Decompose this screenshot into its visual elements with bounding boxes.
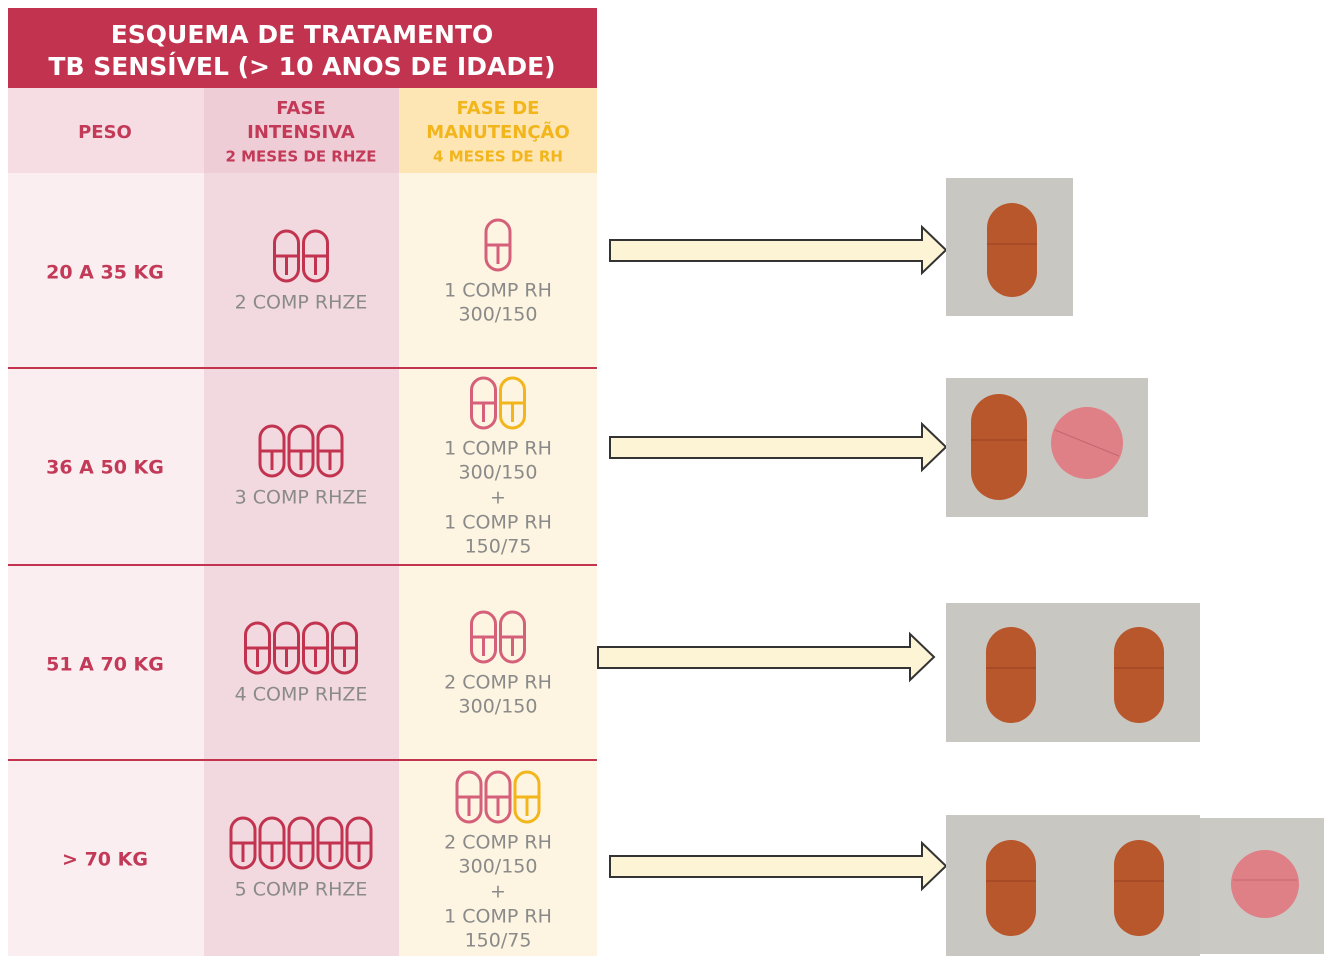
arrow	[597, 631, 936, 683]
arrow	[609, 224, 948, 276]
tablet-oblong	[987, 203, 1037, 297]
maintenance-line: +	[490, 487, 506, 509]
maintenance-line: 1 COMP RH	[444, 906, 552, 928]
tablet-oblong	[971, 394, 1027, 500]
pill-icon	[484, 770, 512, 824]
maintenance-line: 1 COMP RH	[444, 512, 552, 534]
pill-icon	[287, 816, 315, 870]
title: TB SENSÍVEL (> 10 ANOS DE IDADE)	[48, 52, 555, 81]
pill-icon	[273, 229, 300, 283]
column-title: INTENSIVA	[247, 122, 355, 143]
pill-icon	[316, 816, 344, 870]
maintenance-line: 1 COMP RH	[444, 438, 552, 460]
pill-icon	[484, 218, 512, 272]
pill-icon	[345, 816, 373, 870]
intensive: 2 COMP RHZE	[235, 292, 368, 314]
intensive: 5 COMP RHZE	[235, 879, 368, 901]
pill-icon	[513, 770, 541, 824]
intensive: 4 COMP RHZE	[235, 684, 368, 706]
maintenance-line: 150/75	[465, 930, 532, 952]
maintenance-line: 2 COMP RH	[444, 832, 552, 854]
header-band	[8, 8, 597, 88]
arrow	[609, 421, 948, 473]
weight: 36 A 50 KG	[46, 457, 164, 479]
column-subtitle: 2 MESES DE RHZE	[225, 148, 376, 166]
arrow	[609, 840, 948, 892]
maintenance-line: 300/150	[459, 304, 538, 326]
column-title: FASE DE	[457, 98, 540, 119]
column-title: MANUTENÇÃO	[426, 120, 570, 143]
pill-icon	[258, 424, 286, 478]
maintenance-line: 300/150	[459, 856, 538, 878]
pill-icon	[331, 621, 358, 675]
weight: 20 A 35 KG	[46, 262, 164, 284]
maintenance-line: 1 COMP RH	[444, 280, 552, 302]
pill-icon	[302, 621, 329, 675]
pill-icon	[470, 376, 497, 430]
pill-icon	[499, 610, 526, 664]
column-title: FASE	[276, 98, 325, 119]
col-header-bg	[399, 88, 597, 173]
pill-icon	[244, 621, 271, 675]
maintenance-line: 300/150	[459, 462, 538, 484]
maintenance-line: 300/150	[459, 696, 538, 718]
tablet-oblong	[1114, 840, 1164, 936]
column-title: PESO	[78, 122, 132, 143]
pill-icon	[470, 610, 497, 664]
maintenance-line: 2 COMP RH	[444, 672, 552, 694]
title: ESQUEMA DE TRATAMENTO	[111, 20, 494, 49]
tablet-oblong	[986, 840, 1036, 936]
arrows	[597, 224, 948, 892]
col-header-bg	[204, 88, 399, 173]
tablet-round	[1231, 850, 1299, 918]
tablet-score	[1054, 429, 1120, 457]
pill-icon	[287, 424, 315, 478]
pill-icon	[273, 621, 300, 675]
maintenance-line: +	[490, 881, 506, 903]
pill-icon	[316, 424, 344, 478]
weight: 51 A 70 KG	[46, 654, 164, 676]
photos	[946, 178, 1324, 956]
column-subtitle: 4 MESES DE RH	[433, 148, 563, 166]
tablet-oblong	[986, 627, 1036, 723]
pill-icon	[499, 376, 526, 430]
intensive: 3 COMP RHZE	[235, 487, 368, 509]
pill-icon	[455, 770, 483, 824]
pill-icon	[302, 229, 329, 283]
pill-icon	[258, 816, 286, 870]
col-header-bg	[8, 88, 204, 173]
pill-icon	[229, 816, 257, 870]
tablet-oblong	[1114, 627, 1164, 723]
maintenance-line: 150/75	[465, 536, 532, 558]
weight: > 70 KG	[62, 849, 148, 871]
